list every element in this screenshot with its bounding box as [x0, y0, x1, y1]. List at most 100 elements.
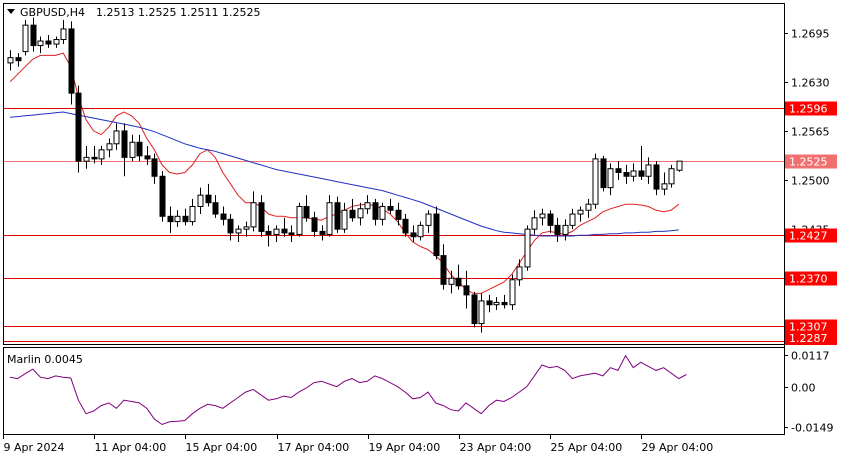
- candle[interactable]: [661, 172, 668, 196]
- candle[interactable]: [585, 198, 592, 218]
- candle[interactable]: [144, 146, 151, 165]
- candle[interactable]: [53, 36, 60, 48]
- candle[interactable]: [30, 17, 37, 52]
- candle[interactable]: [129, 134, 136, 162]
- candle[interactable]: [349, 198, 356, 222]
- candle[interactable]: [98, 146, 105, 165]
- candle[interactable]: [341, 202, 348, 233]
- candle[interactable]: [455, 264, 462, 290]
- candle[interactable]: [486, 294, 493, 313]
- candle[interactable]: [623, 164, 630, 184]
- candle[interactable]: [235, 225, 242, 242]
- candle[interactable]: [592, 153, 599, 209]
- candle[interactable]: [448, 270, 455, 294]
- candle[interactable]: [547, 210, 554, 233]
- candle[interactable]: [113, 123, 120, 150]
- candle[interactable]: [645, 157, 652, 184]
- candle[interactable]: [607, 163, 614, 196]
- candle[interactable]: [303, 195, 310, 222]
- candle-body-down: [68, 28, 75, 94]
- candle-body-up: [37, 40, 44, 47]
- candle[interactable]: [265, 225, 272, 247]
- candle[interactable]: [509, 274, 516, 310]
- candle[interactable]: [357, 202, 364, 226]
- candles[interactable]: [7, 17, 683, 333]
- candle[interactable]: [478, 293, 485, 333]
- candle[interactable]: [167, 206, 174, 233]
- candle[interactable]: [539, 208, 546, 226]
- symbol-dropdown-icon[interactable]: [7, 9, 15, 14]
- candle[interactable]: [45, 34, 52, 48]
- candle[interactable]: [281, 217, 288, 237]
- candle[interactable]: [319, 225, 326, 241]
- candle-body-up: [22, 24, 29, 53]
- candle[interactable]: [554, 217, 561, 242]
- candle[interactable]: [569, 208, 576, 230]
- candle[interactable]: [387, 198, 394, 215]
- candle[interactable]: [379, 202, 386, 226]
- candle[interactable]: [364, 195, 371, 215]
- candle[interactable]: [250, 191, 257, 232]
- candle[interactable]: [471, 291, 478, 328]
- candle[interactable]: [106, 138, 113, 158]
- candle[interactable]: [501, 294, 508, 309]
- candle[interactable]: [22, 19, 29, 56]
- candle-body-down: [75, 92, 82, 162]
- candle[interactable]: [151, 153, 158, 184]
- candle[interactable]: [273, 225, 280, 242]
- candle-body-up: [585, 203, 592, 211]
- candle[interactable]: [182, 208, 189, 226]
- candle[interactable]: [410, 225, 417, 242]
- candle[interactable]: [417, 221, 424, 241]
- candle[interactable]: [524, 225, 531, 271]
- candle[interactable]: [562, 219, 569, 241]
- candle[interactable]: [615, 161, 622, 181]
- candle[interactable]: [334, 196, 341, 233]
- candle[interactable]: [402, 214, 409, 237]
- candle[interactable]: [7, 50, 14, 71]
- candle[interactable]: [227, 214, 234, 241]
- candle[interactable]: [15, 53, 22, 67]
- candle[interactable]: [433, 206, 440, 260]
- candle[interactable]: [189, 198, 196, 226]
- candle[interactable]: [174, 210, 181, 227]
- candle[interactable]: [75, 85, 82, 173]
- candle[interactable]: [205, 183, 212, 207]
- candle[interactable]: [159, 170, 166, 222]
- candle[interactable]: [653, 161, 660, 196]
- candle[interactable]: [243, 221, 250, 237]
- candle[interactable]: [638, 146, 645, 181]
- candle[interactable]: [326, 195, 333, 237]
- candle[interactable]: [296, 202, 303, 237]
- candle[interactable]: [463, 270, 470, 309]
- candle[interactable]: [311, 211, 318, 237]
- candle-body-down: [615, 168, 622, 173]
- candle[interactable]: [395, 202, 402, 226]
- candle[interactable]: [425, 210, 432, 233]
- candle-body-down: [402, 218, 409, 234]
- candle[interactable]: [83, 146, 90, 169]
- candle[interactable]: [68, 21, 75, 105]
- candle[interactable]: [600, 155, 607, 192]
- candle[interactable]: [220, 206, 227, 226]
- candle[interactable]: [630, 163, 637, 182]
- candle[interactable]: [136, 134, 143, 162]
- candle[interactable]: [668, 164, 675, 188]
- candle[interactable]: [288, 225, 295, 242]
- candle[interactable]: [493, 297, 500, 310]
- candle[interactable]: [60, 19, 67, 45]
- candle[interactable]: [531, 210, 538, 235]
- candle[interactable]: [440, 244, 447, 290]
- candle[interactable]: [676, 160, 683, 172]
- horizontal-levels[interactable]: [4, 108, 784, 342]
- candle[interactable]: [516, 259, 523, 286]
- candle[interactable]: [37, 36, 44, 54]
- candle[interactable]: [197, 187, 204, 215]
- candle[interactable]: [212, 195, 219, 218]
- candle[interactable]: [258, 195, 265, 237]
- candle[interactable]: [372, 198, 379, 226]
- candle[interactable]: [91, 146, 98, 164]
- candle[interactable]: [121, 123, 128, 177]
- candle[interactable]: [577, 206, 584, 222]
